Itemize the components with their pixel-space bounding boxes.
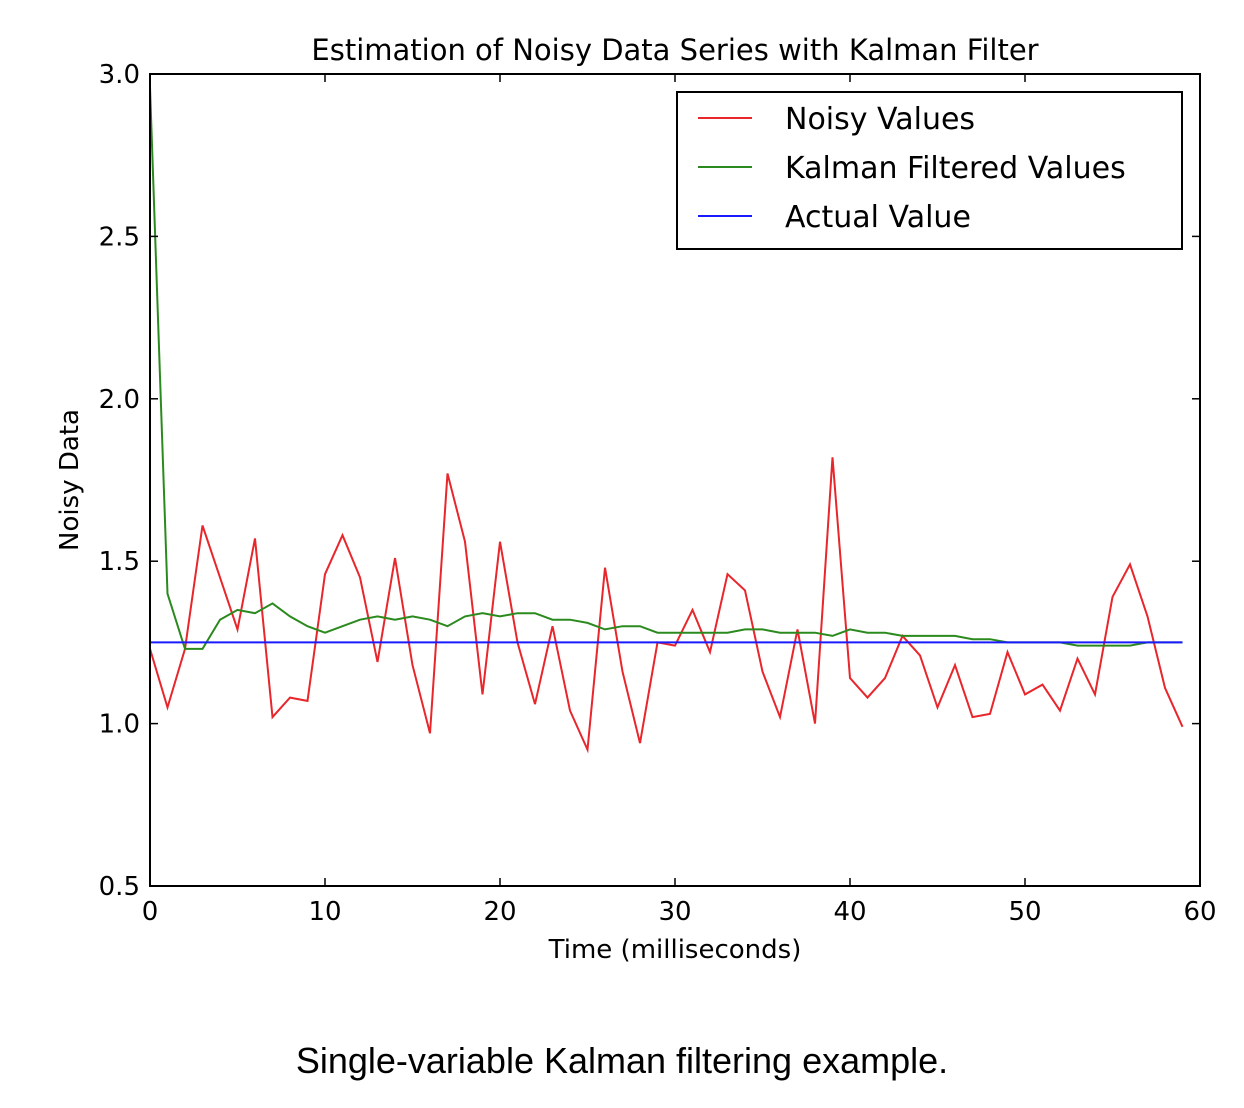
y-tick-label: 0.5 [99,872,140,902]
legend: Noisy Values Kalman Filtered Values Actual… [676,91,1183,250]
figure-caption: Single-variable Kalman filtering example… [295,1040,949,1081]
x-tick-label: 20 [483,897,516,927]
legend-items: Noisy Values Kalman Filtered Values Actual… [698,102,1126,235]
legend-label-2: Actual Value [785,200,971,235]
x-axis-label: Time (milliseconds) [548,935,802,965]
x-tick-label: 60 [1183,897,1216,927]
chart-title: Estimation of Noisy Data Series with Kal… [311,33,1038,67]
plot-frame [149,73,1201,887]
series-line-0 [149,457,1184,754]
legend-label-1: Kalman Filtered Values [785,151,1126,186]
y-tick-label: 1.0 [99,710,140,740]
y-tick-label: 2.0 [99,385,140,415]
x-tick-label: 50 [1008,897,1041,927]
y-axis-label: Noisy Data [55,409,85,551]
y-tick-label: 2.5 [99,222,140,252]
x-tick-label: 10 [308,897,341,927]
legend-box [676,91,1183,250]
y-tick-label: 3.0 [99,60,140,90]
ticks-layer: 0 10 20 30 40 50 60 0.5 1.0 1.5 2.0 2.5 3.0 [99,60,1217,927]
x-tick-label: 40 [833,897,866,927]
legend-label-0: Noisy Values [785,102,975,137]
series-layer [149,86,1184,754]
x-tick-label: 30 [658,897,691,927]
y-tick-label: 1.5 [99,547,140,577]
kalman-line-chart: Estimation of Noisy Data Series with Kal… [55,33,1217,965]
x-tick-label: 0 [142,897,159,927]
